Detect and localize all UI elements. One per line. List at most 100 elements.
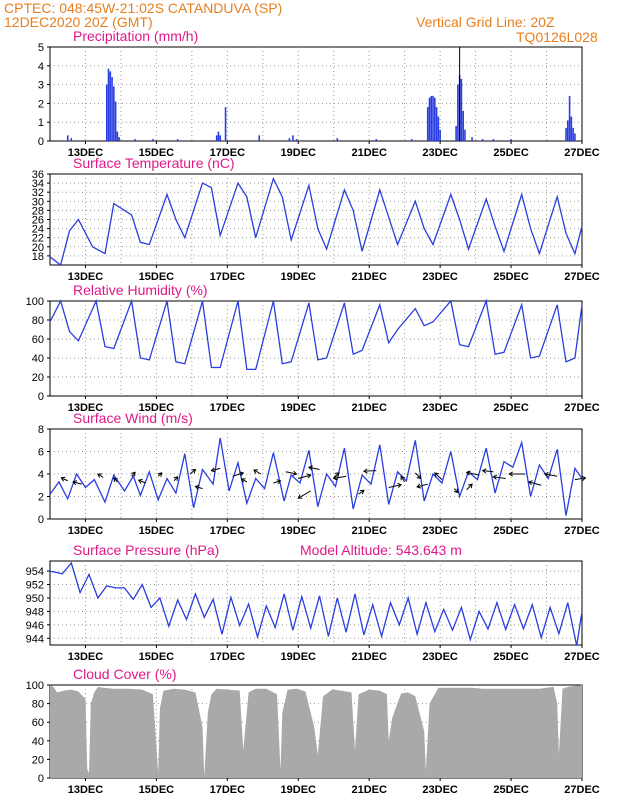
rh-ytick-label: 40 — [32, 353, 44, 365]
rh-title: Relative Humidity (%) — [73, 282, 208, 298]
rh-ytick-label: 60 — [32, 334, 44, 346]
temp-xtick-label: 21DEC — [351, 271, 387, 283]
precip-bar — [152, 139, 154, 141]
wind-vector-head — [508, 471, 513, 477]
wind-xtick-label: 17DEC — [210, 525, 246, 537]
precip-bar — [492, 139, 495, 141]
wind-xtick-label: 13DEC — [68, 525, 104, 537]
temp-ytick-label: 22 — [32, 233, 44, 245]
precip-bar — [111, 77, 113, 141]
rh-xtick-label: 27DEC — [564, 402, 600, 414]
wind-ytick-label: 0 — [38, 514, 44, 526]
pres-ytick-label: 952 — [26, 580, 44, 592]
precip-bar — [375, 139, 378, 141]
precip-bar — [428, 97, 431, 141]
header-location: CPTEC: 048:45W-21:02S CATANDUVA (SP) — [4, 0, 283, 16]
precip-ytick-label: 2 — [38, 98, 44, 110]
cloud-xtick-label: 17DEC — [210, 784, 246, 796]
cloud-ytick-label: 100 — [26, 680, 44, 692]
wind-vector-head — [362, 468, 368, 474]
cloud-ytick-label: 20 — [32, 754, 44, 766]
pres-xtick-label: 17DEC — [210, 651, 246, 663]
precip-ytick-label: 1 — [38, 117, 44, 129]
pres-xtick-label: 23DEC — [422, 651, 458, 663]
wind-vector-head — [297, 494, 303, 499]
wind-vector — [388, 484, 402, 488]
cloud-ytick-label: 60 — [32, 717, 44, 729]
wind-xtick-label: 21DEC — [351, 525, 387, 537]
precip-xtick-label: 27DEC — [564, 147, 600, 159]
precip-bar — [572, 127, 574, 141]
precip-bar — [435, 107, 438, 141]
temp-xtick-label: 25DEC — [493, 271, 529, 283]
wind-vector — [298, 490, 311, 499]
wind-vector — [574, 477, 586, 481]
wind-vector — [482, 470, 494, 473]
wind-ytick-label: 6 — [38, 447, 44, 459]
temp-xtick-label: 13DEC — [68, 271, 104, 283]
wind-vector — [211, 467, 221, 472]
precip-bar — [70, 138, 73, 141]
wind-vector-head — [191, 468, 197, 474]
precip-bar — [219, 135, 222, 141]
wind-vector-head — [60, 476, 66, 482]
temp-xtick-label: 15DEC — [139, 271, 175, 283]
wind-vector-head — [240, 478, 246, 483]
wind-vector — [466, 483, 473, 491]
pres-xtick-label: 25DEC — [493, 651, 529, 663]
cloud-xtick-label: 27DEC — [564, 784, 600, 796]
wind-vector-head — [137, 478, 143, 484]
precip-bar — [565, 127, 567, 141]
wind-vector — [528, 481, 542, 486]
temp-ytick-label: 18 — [32, 251, 44, 263]
header-grid-note: Vertical Grid Line: 20Z — [416, 14, 555, 30]
wind-vector — [61, 477, 68, 482]
rh-ytick-label: 100 — [26, 296, 44, 308]
rh-xtick-label: 21DEC — [351, 402, 387, 414]
wind-vector — [466, 471, 480, 476]
wind-vector-head — [481, 468, 487, 474]
pres-ytick-label: 954 — [26, 566, 44, 578]
wind-vector-head — [307, 465, 313, 471]
pres-subtitle: Model Altitude: 543.643 m — [300, 542, 462, 558]
temp-series-line — [49, 176, 583, 267]
precip-xtick-label: 25DEC — [493, 147, 529, 159]
rh-xtick-label: 25DEC — [493, 402, 529, 414]
precip-xtick-label: 23DEC — [422, 147, 458, 159]
wind-vector-head — [292, 470, 298, 476]
rh-xtick-label: 19DEC — [281, 402, 317, 414]
precip-bar — [288, 138, 291, 141]
temp-xtick-label: 27DEC — [564, 271, 600, 283]
wind-vector — [97, 473, 104, 478]
wind-vector — [414, 472, 421, 479]
cloud-xtick-label: 13DEC — [68, 784, 104, 796]
wind-vector-head — [210, 467, 216, 473]
wind-series-line — [49, 437, 583, 516]
precip-bar — [410, 139, 413, 141]
precip-bar — [481, 139, 484, 141]
precip-ytick-label: 4 — [38, 61, 44, 73]
wind-vector-head — [306, 473, 312, 479]
wind-ytick-label: 4 — [38, 469, 44, 481]
pres-xtick-label: 21DEC — [351, 651, 387, 663]
precip-bar — [434, 97, 436, 141]
precip-bar — [295, 139, 298, 141]
precip-bar — [258, 135, 261, 141]
temp-ytick-label: 28 — [32, 205, 44, 217]
precip-bar — [114, 101, 117, 141]
wind-vector — [416, 483, 428, 488]
temp-xtick-label: 19DEC — [281, 271, 317, 283]
pres-xtick-label: 19DEC — [281, 651, 317, 663]
wind-vector — [308, 466, 320, 470]
temp-xtick-label: 23DEC — [422, 271, 458, 283]
precip-bar — [118, 137, 120, 141]
pres-xtick-label: 15DEC — [139, 651, 175, 663]
precip-bar — [113, 86, 115, 141]
wind-vector-head — [276, 479, 282, 485]
cloud-xtick-label: 23DEC — [422, 784, 458, 796]
precip-bar — [66, 135, 69, 141]
pres-ytick-label: 944 — [26, 633, 44, 645]
pres-ytick-label: 948 — [26, 606, 44, 618]
wind-vector — [363, 470, 377, 472]
wind-vector-head — [527, 480, 533, 486]
